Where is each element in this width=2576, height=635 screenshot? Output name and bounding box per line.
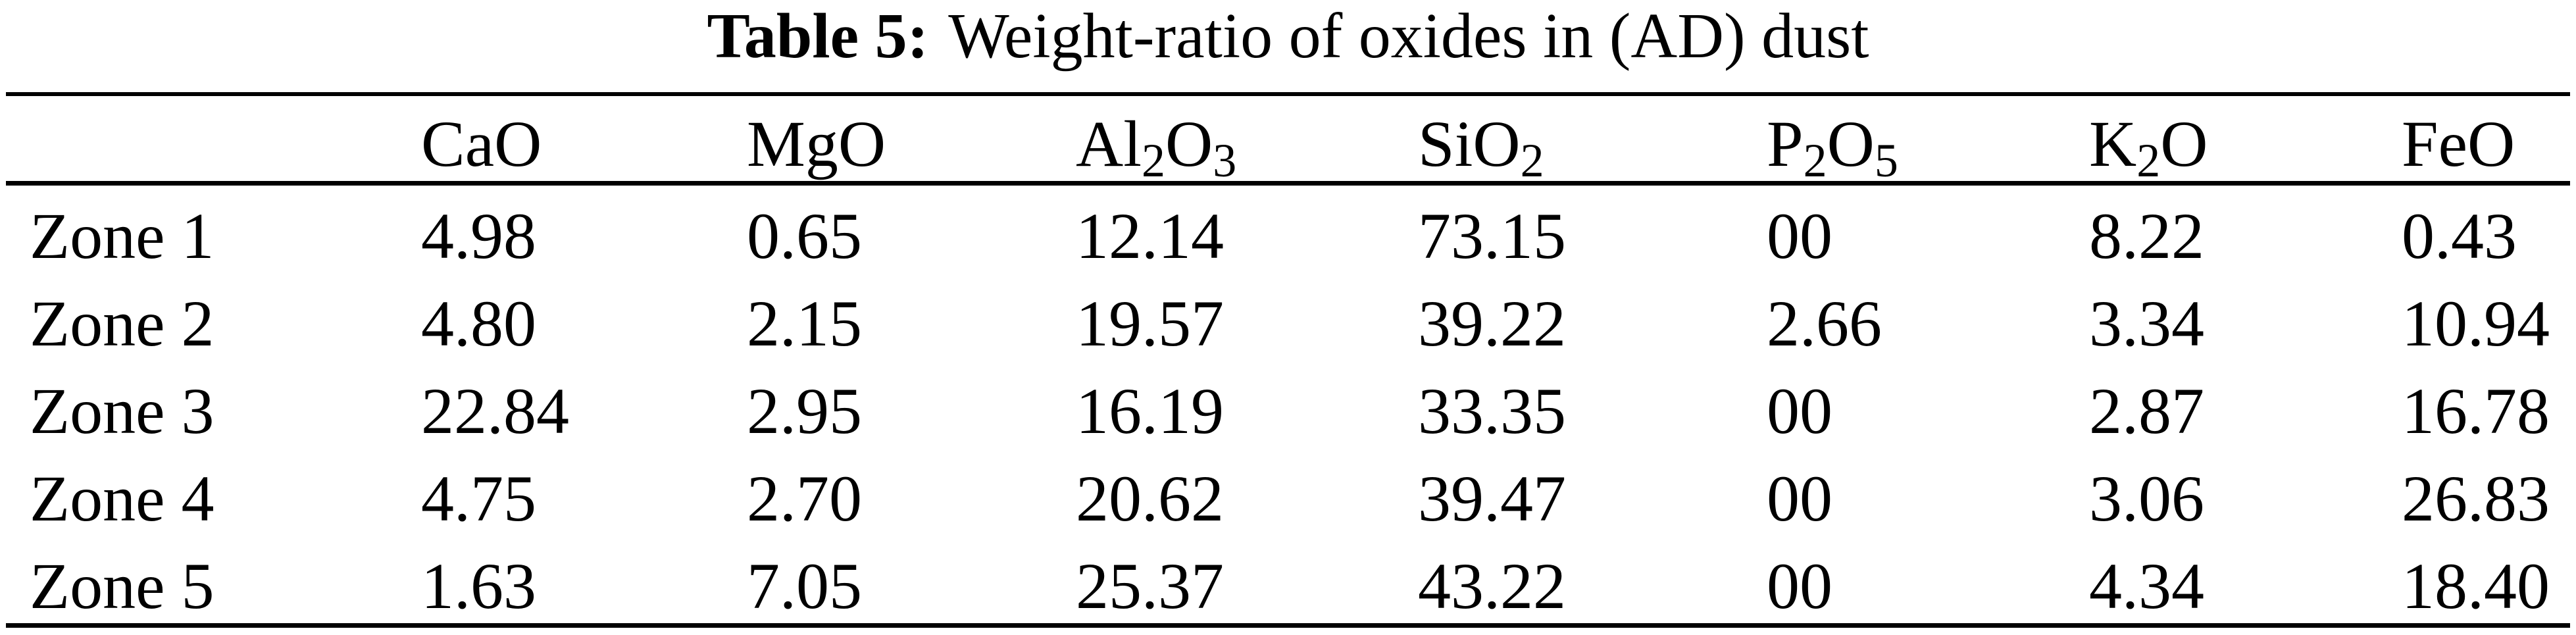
table-row-zone-2: Zone 2 4.80 2.15 19.57 39.22 2.66 3.34 1… xyxy=(6,273,2570,361)
table-cell: 0.65 xyxy=(747,199,862,272)
column-header-p2o5: P2O5 xyxy=(1767,94,2089,186)
table-cell: 2.15 xyxy=(747,287,862,360)
table-cell: 3.34 xyxy=(2089,287,2204,360)
row-label: Zone 3 xyxy=(30,374,215,447)
table-caption-number: Table 5: xyxy=(707,1,929,72)
column-header-al2o3: Al2O3 xyxy=(1076,94,1418,186)
oxides-weight-ratio-table: CaO MgO Al2O3 SiO2 P2O5 K2O FeO Zone 1 4… xyxy=(6,92,2570,628)
column-header-cao: CaO xyxy=(421,94,747,186)
table-cell: 25.37 xyxy=(1076,549,1224,622)
table-cell: 00 xyxy=(1767,549,1832,622)
table-cell: 73.15 xyxy=(1418,199,1566,272)
table-cell: 0.43 xyxy=(2402,199,2517,272)
column-header-mgo: MgO xyxy=(747,94,1076,186)
table-cell: 4.98 xyxy=(421,199,536,272)
table-caption-text: Weight-ratio of oxides in (AD) dust xyxy=(948,1,1869,72)
table-cell: 8.22 xyxy=(2089,199,2204,272)
table-cell: 00 xyxy=(1767,199,1832,272)
table-cell: 19.57 xyxy=(1076,287,1224,360)
table-cell: 22.84 xyxy=(421,374,569,447)
table-cell: 00 xyxy=(1767,374,1832,447)
table-cell: 2.70 xyxy=(747,462,862,535)
table-cell: 18.40 xyxy=(2402,549,2550,622)
table-row-zone-1: Zone 1 4.98 0.65 12.14 73.15 00 8.22 0.4… xyxy=(6,184,2570,274)
table-cell: 39.22 xyxy=(1418,287,1566,360)
row-label: Zone 4 xyxy=(30,462,215,535)
table-cell: 3.06 xyxy=(2089,462,2204,535)
table-cell: 4.75 xyxy=(421,462,536,535)
table-cell: 4.34 xyxy=(2089,549,2204,622)
table-cell: 2.87 xyxy=(2089,374,2204,447)
table-cell: 33.35 xyxy=(1418,374,1566,447)
table-cell: 7.05 xyxy=(747,549,862,622)
table-caption: Table 5: Weight-ratio of oxides in (AD) d… xyxy=(0,0,2576,72)
table-cell: 39.47 xyxy=(1418,462,1566,535)
table-cell: 20.62 xyxy=(1076,462,1224,535)
row-label: Zone 2 xyxy=(30,287,215,360)
table-cell: 2.95 xyxy=(747,374,862,447)
row-label: Zone 5 xyxy=(30,549,215,622)
table-row-zone-4: Zone 4 4.75 2.70 20.62 39.47 00 3.06 26.… xyxy=(6,448,2570,536)
table-cell: 2.66 xyxy=(1767,287,1882,360)
column-header-blank xyxy=(6,94,421,186)
table-cell: 43.22 xyxy=(1418,549,1566,622)
table-cell: 12.14 xyxy=(1076,199,1224,272)
row-label: Zone 1 xyxy=(30,199,215,272)
table-cell: 00 xyxy=(1767,462,1832,535)
table-cell: 16.19 xyxy=(1076,374,1224,447)
column-header-k2o: K2O xyxy=(2089,94,2402,186)
table-cell: 4.80 xyxy=(421,287,536,360)
header-row: CaO MgO Al2O3 SiO2 P2O5 K2O FeO xyxy=(6,94,2570,186)
table-row-zone-3: Zone 3 22.84 2.95 16.19 33.35 00 2.87 16… xyxy=(6,361,2570,448)
column-header-feo: FeO xyxy=(2402,94,2570,186)
table-cell: 10.94 xyxy=(2402,287,2550,360)
table-cell: 26.83 xyxy=(2402,462,2550,535)
table-cell: 16.78 xyxy=(2402,374,2550,447)
table-cell: 1.63 xyxy=(421,549,536,622)
column-header-sio2: SiO2 xyxy=(1418,94,1767,186)
table-row-zone-5: Zone 5 1.63 7.05 25.37 43.22 00 4.34 18.… xyxy=(6,536,2570,626)
